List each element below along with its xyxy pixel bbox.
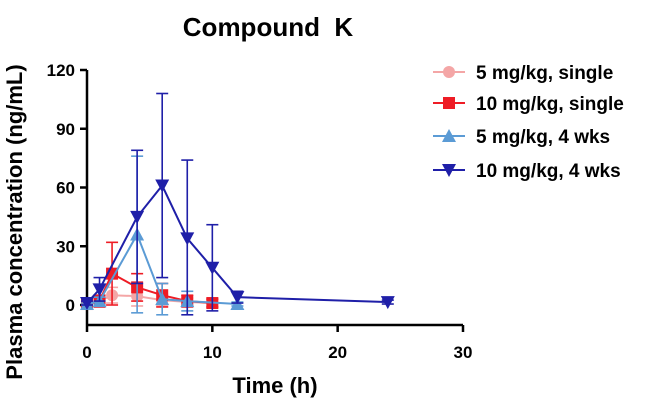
y-tick-label: 120 xyxy=(47,61,75,80)
plot-area: 0 30 60 90 120 0 10 20 30 xyxy=(47,61,473,362)
x-tick-label: 0 xyxy=(82,343,91,362)
x-ticks: 0 10 20 30 xyxy=(82,325,472,362)
legend-item-5-mg-kg-single: 5 mg/kg, single xyxy=(433,63,613,84)
data-point xyxy=(230,291,245,305)
legend-item-10-mg-kg-4-wks: 10 mg/kg, 4 wks xyxy=(433,161,621,182)
data-point xyxy=(380,296,395,310)
chart-title: Compound K xyxy=(183,12,354,42)
x-axis-label: Time (h) xyxy=(232,373,317,398)
data-point xyxy=(205,261,220,275)
y-tick-label: 90 xyxy=(56,120,75,139)
data-point xyxy=(155,179,170,193)
legend-marker xyxy=(443,66,455,78)
data-point xyxy=(180,232,195,246)
series-layer xyxy=(80,92,395,316)
legend-marker xyxy=(442,164,456,177)
legend-label: 5 mg/kg, 4 wks xyxy=(476,127,610,148)
data-point xyxy=(80,297,94,311)
legend: 5 mg/kg, single 10 mg/kg, single 5 mg/kg, … xyxy=(433,63,624,182)
y-axis-label: Plasma concentration (ng/mL) xyxy=(2,64,27,379)
x-tick-label: 20 xyxy=(328,343,347,362)
legend-item-10-mg-kg-single: 10 mg/kg, single xyxy=(433,94,624,115)
x-tick-label: 30 xyxy=(454,343,473,362)
y-tick-label: 0 xyxy=(66,296,75,315)
legend-item-5-mg-kg-4-wks: 5 mg/kg, 4 wks xyxy=(433,127,610,148)
legend-label: 10 mg/kg, single xyxy=(476,94,624,115)
data-point xyxy=(130,210,145,224)
series-10-mg-kg-4-wks xyxy=(80,92,395,316)
series-line xyxy=(86,294,213,305)
legend-marker xyxy=(443,97,455,109)
data-point xyxy=(155,292,170,306)
y-tick-label: 60 xyxy=(56,179,75,198)
data-point xyxy=(92,283,107,297)
y-tick-label: 30 xyxy=(56,237,75,256)
y-ticks: 0 30 60 90 120 xyxy=(47,61,87,315)
x-tick-label: 10 xyxy=(203,343,222,362)
legend-marker xyxy=(442,129,456,142)
legend-label: 5 mg/kg, single xyxy=(476,63,613,84)
legend-label: 10 mg/kg, 4 wks xyxy=(476,161,621,182)
